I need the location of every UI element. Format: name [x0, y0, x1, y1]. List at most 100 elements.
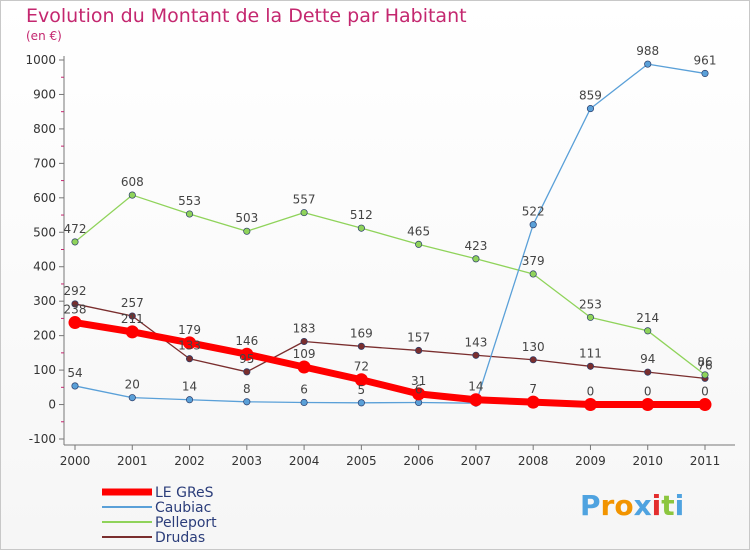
data-point — [71, 238, 79, 246]
data-label: 14 — [182, 380, 197, 394]
logo-letter: i — [675, 489, 685, 522]
data-label: 503 — [235, 211, 258, 225]
data-point — [641, 398, 655, 412]
proxiti-logo: Proxiti — [580, 489, 684, 522]
y-tick-label: 300 — [33, 294, 56, 308]
data-point — [586, 313, 595, 321]
x-tick-label: 2001 — [117, 454, 148, 468]
x-tick-label: 2000 — [60, 454, 91, 468]
data-point — [240, 347, 254, 361]
data-label: 465 — [407, 224, 430, 238]
data-label: 472 — [64, 222, 87, 236]
x-tick-label: 2005 — [346, 454, 377, 468]
data-point — [128, 394, 136, 402]
data-point — [128, 312, 136, 320]
data-point — [644, 368, 652, 376]
legend-label: Pelleport — [155, 515, 217, 531]
x-tick-label: 2002 — [174, 454, 205, 468]
x-tick-label: 2011 — [690, 454, 721, 468]
data-label: 557 — [293, 193, 316, 207]
chart-title: Evolution du Montant de la Dette par Hab… — [26, 5, 467, 27]
data-point — [469, 393, 483, 407]
data-label: 961 — [694, 53, 717, 67]
legend-label: LE GReS — [155, 485, 214, 501]
data-label: 133 — [178, 339, 201, 353]
data-label: 0 — [644, 385, 652, 399]
y-tick-label: 400 — [33, 260, 56, 274]
data-point — [71, 300, 79, 308]
x-tick-label: 2008 — [518, 454, 549, 468]
data-point — [583, 398, 597, 412]
logo-letter: x — [634, 489, 652, 522]
data-label: 130 — [522, 340, 545, 354]
data-point — [243, 227, 251, 235]
data-label: 54 — [67, 366, 82, 380]
data-label: 608 — [121, 175, 144, 189]
data-label: 86 — [697, 355, 712, 369]
x-tick-label: 2006 — [403, 454, 434, 468]
y-tick-label: 100 — [33, 363, 56, 377]
data-label: 859 — [579, 89, 602, 103]
data-label: 169 — [350, 326, 373, 340]
series-line-3 — [74, 303, 706, 380]
x-tick-label: 2007 — [461, 454, 492, 468]
data-point — [472, 255, 480, 263]
data-point — [357, 224, 365, 232]
data-label: 0 — [587, 385, 595, 399]
y-tick-label: 700 — [33, 156, 56, 170]
x-tick-label: 2010 — [632, 454, 663, 468]
data-point — [185, 396, 194, 404]
data-point — [71, 382, 79, 390]
data-point — [243, 368, 251, 376]
data-point — [529, 270, 537, 278]
data-point — [586, 105, 595, 113]
data-point — [701, 371, 709, 379]
logo-letter: t — [661, 489, 674, 522]
data-label: 522 — [522, 205, 545, 219]
data-point — [185, 355, 194, 363]
logo-letter: P — [580, 489, 601, 522]
data-label: 72 — [354, 360, 369, 374]
legend-label: Drudas — [155, 530, 205, 546]
data-label: 95 — [239, 352, 254, 366]
data-point — [526, 395, 540, 409]
data-point — [644, 60, 652, 68]
data-point — [412, 387, 426, 401]
logo-text: Proxiti — [580, 489, 684, 522]
logo-letter: o — [614, 489, 633, 522]
data-label: 20 — [125, 378, 140, 392]
data-point — [243, 398, 251, 406]
y-tick-label: 600 — [33, 191, 56, 205]
data-label: 6 — [300, 382, 308, 396]
x-tick-label: 2004 — [289, 454, 320, 468]
data-label: 31 — [411, 374, 426, 388]
data-label: 94 — [640, 352, 655, 366]
y-tick-label: 800 — [33, 122, 56, 136]
data-point — [415, 346, 423, 355]
y-tick-label: 1000 — [25, 53, 56, 67]
data-point — [701, 69, 709, 77]
data-point — [357, 399, 365, 407]
data-label: 553 — [178, 194, 201, 208]
data-label: 214 — [636, 311, 659, 325]
data-label: 146 — [235, 334, 258, 348]
logo-letter: r — [601, 489, 615, 522]
data-label: 988 — [636, 44, 659, 58]
data-point — [529, 356, 537, 364]
data-point — [300, 398, 308, 407]
data-label: 8 — [243, 382, 251, 396]
data-label: 111 — [579, 346, 602, 360]
data-label: 14 — [468, 380, 483, 394]
data-point — [297, 360, 311, 374]
series-lines — [68, 60, 712, 412]
series-line-0 — [71, 319, 709, 409]
data-label: 0 — [701, 385, 709, 399]
data-point — [472, 351, 480, 359]
data-label: 257 — [121, 296, 144, 310]
data-label: 238 — [64, 303, 87, 317]
data-label: 179 — [178, 323, 201, 337]
